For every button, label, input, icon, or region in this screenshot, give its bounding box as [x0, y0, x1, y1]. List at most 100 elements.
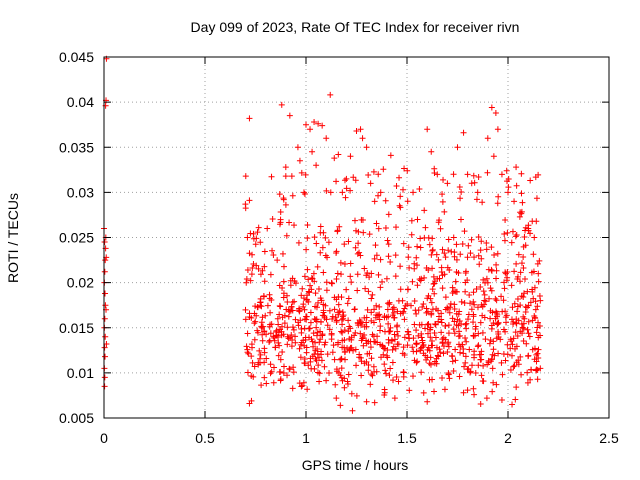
- data-point: [357, 330, 364, 337]
- data-point: [406, 335, 413, 342]
- data-point: [465, 242, 472, 249]
- data-point: [532, 174, 539, 181]
- data-point: [418, 330, 425, 337]
- y-tick-label: 0.045: [59, 49, 94, 65]
- data-point: [289, 275, 296, 282]
- data-point: [475, 234, 482, 241]
- data-point: [522, 275, 529, 282]
- data-point: [311, 278, 318, 285]
- data-point: [438, 329, 445, 336]
- data-point: [328, 330, 335, 337]
- data-point: [477, 319, 484, 326]
- data-point: [242, 306, 249, 313]
- data-point: [517, 269, 524, 276]
- data-point: [470, 385, 477, 392]
- data-point: [511, 362, 518, 369]
- data-point: [280, 294, 287, 301]
- data-point: [276, 342, 283, 349]
- data-point: [254, 229, 261, 236]
- data-point: [367, 344, 374, 351]
- data-point: [341, 327, 348, 334]
- data-point: [521, 290, 528, 297]
- data-point: [486, 340, 493, 347]
- data-point: [428, 310, 435, 317]
- data-point: [276, 191, 283, 198]
- data-point: [482, 298, 489, 305]
- data-point: [520, 338, 527, 345]
- data-point: [408, 302, 415, 309]
- data-point: [504, 268, 511, 275]
- data-point: [304, 266, 311, 273]
- data-point: [512, 345, 519, 352]
- data-point: [471, 254, 478, 261]
- data-point: [510, 335, 517, 342]
- data-point: [507, 366, 514, 373]
- data-point: [419, 304, 426, 311]
- data-point: [433, 251, 440, 258]
- data-point: [337, 402, 344, 409]
- data-point: [391, 314, 398, 321]
- data-point: [435, 219, 442, 226]
- data-point: [312, 339, 319, 346]
- data-point: [463, 338, 470, 345]
- data-point: [425, 320, 432, 327]
- data-point: [500, 297, 507, 304]
- data-point: [494, 311, 501, 318]
- data-point: [509, 304, 516, 311]
- y-tick-label: 0.035: [59, 139, 94, 155]
- data-point: [484, 169, 491, 176]
- data-point: [463, 320, 470, 327]
- data-point: [478, 238, 485, 245]
- data-point: [424, 295, 431, 302]
- data-point: [535, 270, 542, 277]
- data-point: [449, 290, 456, 297]
- data-point: [429, 235, 436, 242]
- data-point: [355, 240, 362, 247]
- data-point: [356, 317, 363, 324]
- data-point: [475, 330, 482, 337]
- data-point: [511, 300, 518, 307]
- scatter-points: [101, 55, 544, 414]
- x-tick-label: 2: [504, 430, 512, 446]
- data-point: [385, 339, 392, 346]
- data-point: [262, 312, 269, 319]
- data-point: [396, 202, 403, 209]
- data-point: [409, 278, 416, 285]
- data-point: [518, 190, 525, 197]
- data-point: [424, 330, 431, 337]
- data-point: [271, 364, 278, 371]
- data-point: [478, 372, 485, 379]
- data-point: [308, 275, 315, 282]
- data-point: [288, 303, 295, 310]
- data-point: [357, 126, 364, 133]
- data-point: [466, 346, 473, 353]
- data-point: [375, 271, 382, 278]
- data-point: [393, 224, 400, 231]
- data-point: [339, 321, 346, 328]
- data-point: [324, 254, 331, 261]
- data-point: [384, 306, 391, 313]
- data-point: [247, 277, 254, 284]
- data-point: [494, 200, 501, 207]
- data-point: [413, 340, 420, 347]
- data-point: [522, 224, 529, 231]
- data-point: [396, 174, 403, 181]
- data-point: [395, 332, 402, 339]
- data-point: [533, 366, 540, 373]
- data-point: [101, 268, 108, 275]
- data-point: [472, 369, 479, 376]
- data-point: [252, 241, 259, 248]
- data-point: [269, 247, 276, 254]
- data-point: [504, 351, 511, 358]
- data-point: [423, 305, 430, 312]
- data-point: [302, 171, 309, 178]
- data-point: [471, 179, 478, 186]
- data-point: [378, 354, 385, 361]
- data-point: [450, 368, 457, 375]
- data-point: [381, 361, 388, 368]
- data-point: [266, 337, 273, 344]
- data-point: [445, 343, 452, 350]
- tick-labels: 0 0.5 1 1.5 2 2.5 0.005 0.01 0.015 0.02 0.025 0.03 0…: [59, 49, 619, 446]
- data-point: [257, 351, 264, 358]
